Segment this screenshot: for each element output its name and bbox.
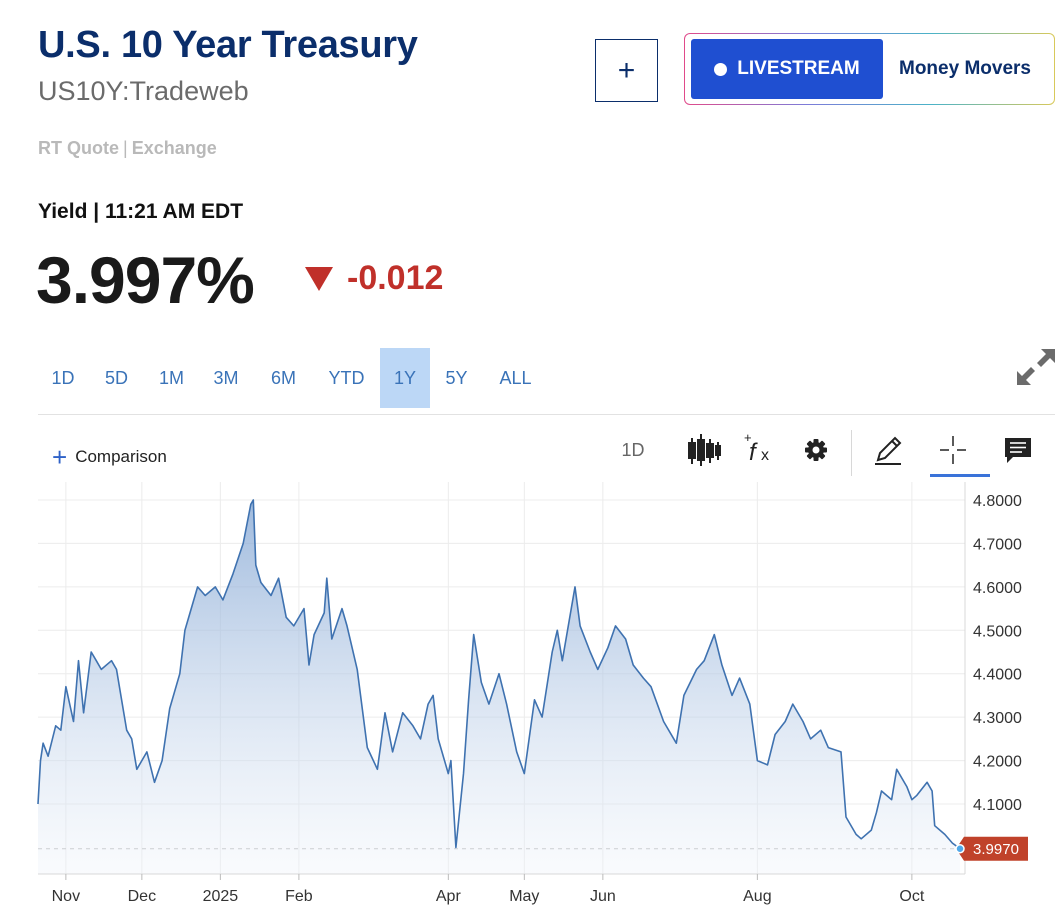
x-tick-label: Aug	[743, 888, 771, 905]
money-movers-link[interactable]: Money Movers	[899, 58, 1031, 79]
expand-icon[interactable]	[1015, 347, 1057, 387]
y-tick-label: 4.1000	[973, 797, 1022, 814]
last-point-marker	[955, 843, 965, 854]
y-tick-label: 4.6000	[973, 580, 1022, 597]
page-title: U.S. 10 Year Treasury	[38, 24, 418, 66]
range-tab-1y[interactable]: 1Y	[380, 348, 430, 408]
x-tick-label: Dec	[128, 888, 156, 905]
yield-timestamp: Yield | 11:21 AM EDT	[38, 200, 244, 223]
pencil-icon[interactable]	[872, 430, 904, 470]
range-tab-ytd[interactable]: YTD	[328, 367, 365, 388]
y-axis: 4.8000 4.7000 4.6000 4.5000 4.4000 4.3000 4.20…	[973, 493, 1022, 814]
svg-text:+: +	[744, 430, 752, 445]
quote-separator: |	[123, 138, 128, 158]
range-tab-1d[interactable]: 1D	[51, 367, 75, 388]
yield-line	[37, 499, 961, 850]
gear-icon[interactable]	[802, 430, 830, 470]
symbol-label: US10Y:Tradeweb	[38, 76, 249, 106]
range-tabs: 1D 5D 1M 3M 6M YTD 1Y 5Y ALL	[38, 348, 548, 408]
range-tab-5y[interactable]: 5Y	[445, 367, 468, 388]
candlestick-icon[interactable]	[686, 430, 722, 470]
livestream-label: LIVESTREAM	[737, 58, 860, 79]
x-tick-label: Nov	[52, 888, 80, 905]
y-tick-label: 4.3000	[973, 710, 1022, 727]
x-axis: Nov Dec 2025 Feb Apr May Jun Aug Oct	[52, 874, 925, 905]
comparison-label: Comparison	[75, 447, 167, 466]
livestream-panel: LIVESTREAM Money Movers	[684, 33, 1055, 105]
comparison-button[interactable]: + Comparison	[52, 444, 167, 470]
range-tab-3m[interactable]: 3M	[213, 367, 239, 388]
last-value-label: 3.9970	[973, 841, 1019, 858]
add-to-watchlist-button[interactable]: +	[595, 39, 658, 102]
x-tick-label: Oct	[899, 888, 924, 905]
y-tick-label: 4.8000	[973, 493, 1022, 510]
yield-chart[interactable]: 4.8000 4.7000 4.6000 4.5000 4.4000 4.3000 4.20…	[0, 476, 1064, 914]
yield-change: -0.012	[347, 259, 444, 297]
range-tab-5d[interactable]: 5D	[104, 367, 128, 388]
range-tab-1m[interactable]: 1M	[158, 367, 184, 388]
x-tick-label: Apr	[436, 888, 462, 905]
quote-type: RT Quote	[38, 138, 119, 158]
plus-icon: +	[52, 442, 68, 472]
yield-value: 3.997%	[36, 243, 255, 317]
down-arrow-icon	[305, 267, 333, 291]
divider	[38, 414, 1055, 415]
x-tick-label: Feb	[285, 888, 313, 905]
svg-text:x: x	[761, 447, 769, 464]
svg-text:f: f	[749, 439, 758, 466]
y-tick-label: 4.5000	[973, 623, 1022, 640]
quote-source: RT Quote | Exchange	[38, 138, 217, 159]
formula-icon[interactable]: + f x	[742, 430, 776, 470]
x-tick-label: 2025	[203, 888, 239, 905]
x-tick-label: May	[509, 888, 539, 905]
livestream-button[interactable]: LIVESTREAM	[691, 39, 883, 99]
range-tab-6m[interactable]: 6M	[270, 367, 296, 388]
interval-selector[interactable]: 1D	[621, 439, 645, 460]
last-value-badge: 3.9970	[955, 836, 1028, 861]
y-tick-label: 4.2000	[973, 754, 1022, 771]
toolbar-divider	[851, 430, 852, 476]
crosshair-icon[interactable]	[936, 430, 970, 470]
live-dot-icon	[714, 62, 728, 76]
active-tool-indicator	[930, 474, 990, 477]
y-tick-label: 4.7000	[973, 536, 1022, 553]
x-tick-label: Jun	[590, 888, 616, 905]
comment-icon[interactable]	[1003, 430, 1033, 470]
quote-exchange: Exchange	[131, 138, 217, 158]
range-tab-all[interactable]: ALL	[499, 367, 532, 388]
y-tick-label: 4.4000	[973, 667, 1022, 684]
